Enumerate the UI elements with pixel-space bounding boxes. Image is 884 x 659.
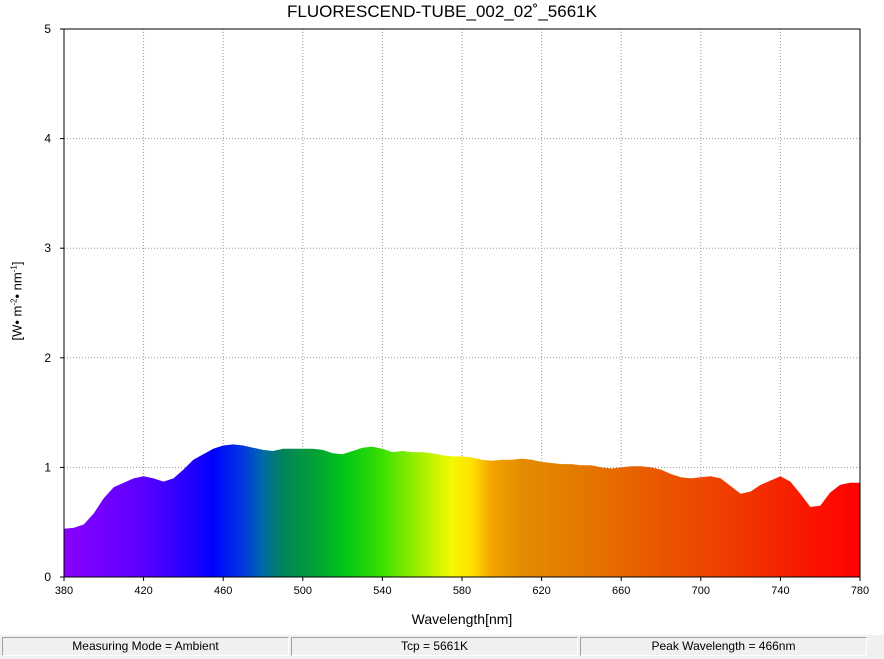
x-tick-label: 380 <box>55 585 73 597</box>
x-tick-label: 740 <box>771 585 789 597</box>
chart-title: FLUORESCEND-TUBE_002_02˚_5661K <box>287 2 597 21</box>
x-tick-label: 700 <box>692 585 710 597</box>
measuring-mode-status: Measuring Mode = Ambient <box>2 637 289 656</box>
y-label-part2: • nm <box>9 272 25 299</box>
y-axis-label: [W• m-2• nm-1] <box>9 262 24 341</box>
tcp-status: Tcp = 5661K <box>291 637 578 656</box>
x-tick-label: 660 <box>612 585 630 597</box>
y-tick-label: 4 <box>44 132 51 146</box>
y-label-sup1: -2 <box>9 298 19 306</box>
x-tick-label: 620 <box>532 585 550 597</box>
x-axis-label: Wavelength[nm] <box>411 611 513 627</box>
y-tick-label: 2 <box>44 351 51 365</box>
peak-wavelength-status: Peak Wavelength = 466nm <box>580 637 867 656</box>
y-label-base: [W <box>9 324 25 341</box>
x-tick-label: 420 <box>134 585 152 597</box>
y-tick-label: 5 <box>44 22 51 36</box>
spectrum-area <box>64 444 860 577</box>
x-tick-label: 780 <box>851 585 869 597</box>
spectrum-chart: 380 420 460 500 540 580 620 660 700 740 780 0 1 2 3 4 5 <box>44 22 869 597</box>
y-tick-label: 0 <box>44 570 51 584</box>
x-tick-label: 540 <box>373 585 391 597</box>
y-label-part1: • m <box>9 305 25 325</box>
x-tick-label: 460 <box>214 585 232 597</box>
x-tick-label: 580 <box>453 585 471 597</box>
y-tick-label: 3 <box>44 241 51 255</box>
y-label-sup2: -1 <box>9 265 19 273</box>
x-tick-label: 500 <box>294 585 312 597</box>
status-bar: Measuring Mode = Ambient Tcp = 5661K Pea… <box>0 635 884 659</box>
y-label-end: ] <box>9 261 25 266</box>
y-tick-label: 1 <box>44 460 51 474</box>
